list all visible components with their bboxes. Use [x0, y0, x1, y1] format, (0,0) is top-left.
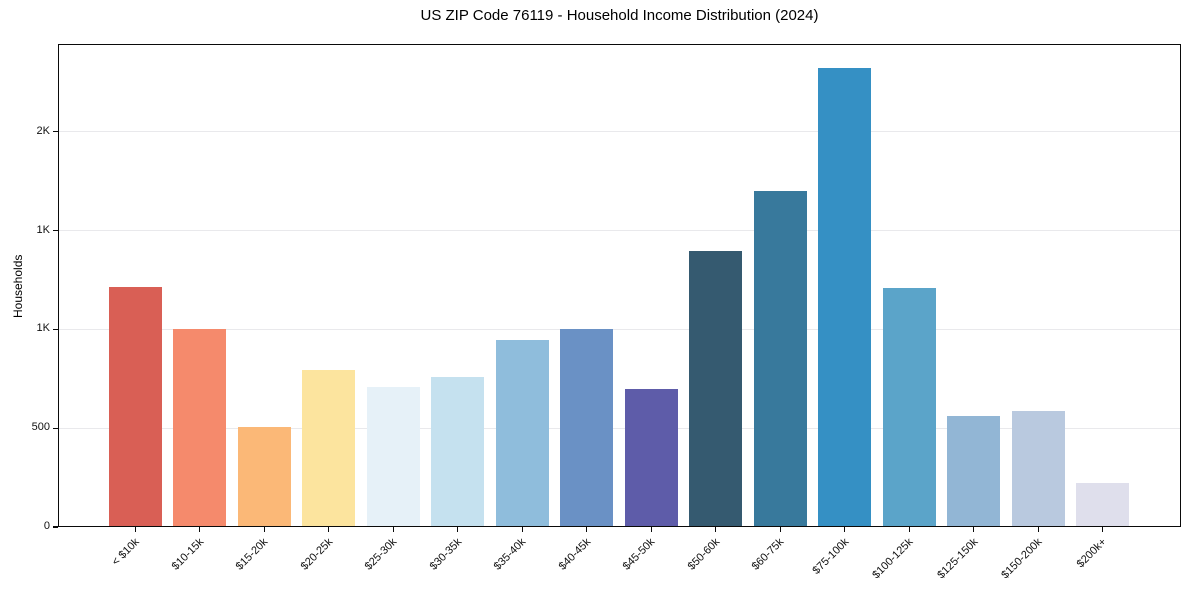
- x-tick-mark: [908, 527, 910, 532]
- x-tick-label: $75-100k: [810, 536, 852, 577]
- x-tick-label: $25-30k: [363, 536, 400, 573]
- x-tick-mark: [973, 527, 975, 532]
- x-tick-label: $20-25k: [298, 536, 336, 573]
- x-tick-label: $15-20k: [234, 536, 271, 573]
- gridline: [58, 230, 1181, 232]
- x-tick-label: $100-125k: [870, 536, 916, 582]
- plot-area: 0 500 1K 1K 2K < $10k $10-15k $15-20k $20-25k $25…: [32, 44, 1181, 581]
- gridline: [58, 427, 1181, 429]
- bar-13: [882, 287, 936, 527]
- x-tick-label: $10-15k: [169, 536, 207, 573]
- x-tick-label: $30-35k: [427, 536, 465, 573]
- x-tick-mark: [779, 527, 781, 532]
- x-tick-label: $60-75k: [750, 536, 787, 573]
- y-axis-title: Households: [11, 254, 25, 318]
- bar-2: [173, 329, 227, 527]
- bar-9: [624, 388, 678, 527]
- x-tick-label: $45-50k: [621, 536, 658, 573]
- x-tick-mark: [457, 527, 459, 532]
- y-tick-mark: [53, 328, 58, 331]
- x-tick-label: $40-45k: [556, 536, 594, 573]
- x-tick-mark: [392, 527, 394, 532]
- y-tick-mark: [53, 526, 58, 528]
- bar-12: [818, 67, 872, 527]
- bar-4: [302, 369, 356, 527]
- bar-15: [1011, 411, 1065, 527]
- x-tick-mark: [715, 527, 717, 532]
- x-tick-label: $125-150k: [934, 536, 981, 582]
- bar-10: [689, 251, 743, 527]
- y-tick-mark: [53, 131, 58, 133]
- bar-7: [495, 340, 549, 527]
- bar-11: [753, 191, 807, 527]
- x-tick-mark: [586, 527, 588, 532]
- bar-8: [560, 329, 614, 527]
- bar-3: [237, 427, 291, 527]
- chart-title: US ZIP Code 76119 - Household Income Dis…: [420, 7, 819, 24]
- y-tick-mark: [53, 230, 58, 232]
- x-tick-label: $35-40k: [492, 536, 529, 573]
- x-tick-label: $200k+: [1075, 536, 1110, 571]
- x-tick-mark: [328, 527, 330, 532]
- y-tick-mark: [53, 427, 58, 429]
- x-tick-mark: [1037, 527, 1039, 532]
- bar-14: [947, 416, 1001, 527]
- x-tick-mark: [521, 527, 523, 532]
- bar-16: [1076, 482, 1130, 527]
- x-tick-mark: [1102, 527, 1104, 532]
- x-tick-label: $150-200k: [999, 536, 1045, 582]
- gridline: [58, 131, 1181, 133]
- y-tick-label: 2K: [36, 124, 50, 137]
- x-tick-mark: [844, 527, 846, 532]
- x-tick-mark: [134, 527, 136, 532]
- x-tick-label: $50-60k: [685, 536, 723, 573]
- y-tick-label: 500: [31, 421, 50, 434]
- bar-6: [431, 376, 485, 527]
- x-tick-mark: [650, 527, 652, 532]
- y-tick-label: 1K: [36, 223, 50, 236]
- bar-5: [366, 386, 420, 527]
- x-tick-label: < $10k: [109, 536, 142, 569]
- x-tick-mark: [199, 527, 201, 532]
- gridline: [58, 328, 1181, 330]
- y-tick-label: 1K: [36, 322, 50, 335]
- x-tick-mark: [263, 527, 265, 532]
- y-tick-label: 0: [43, 520, 50, 532]
- bar-1: [108, 286, 162, 527]
